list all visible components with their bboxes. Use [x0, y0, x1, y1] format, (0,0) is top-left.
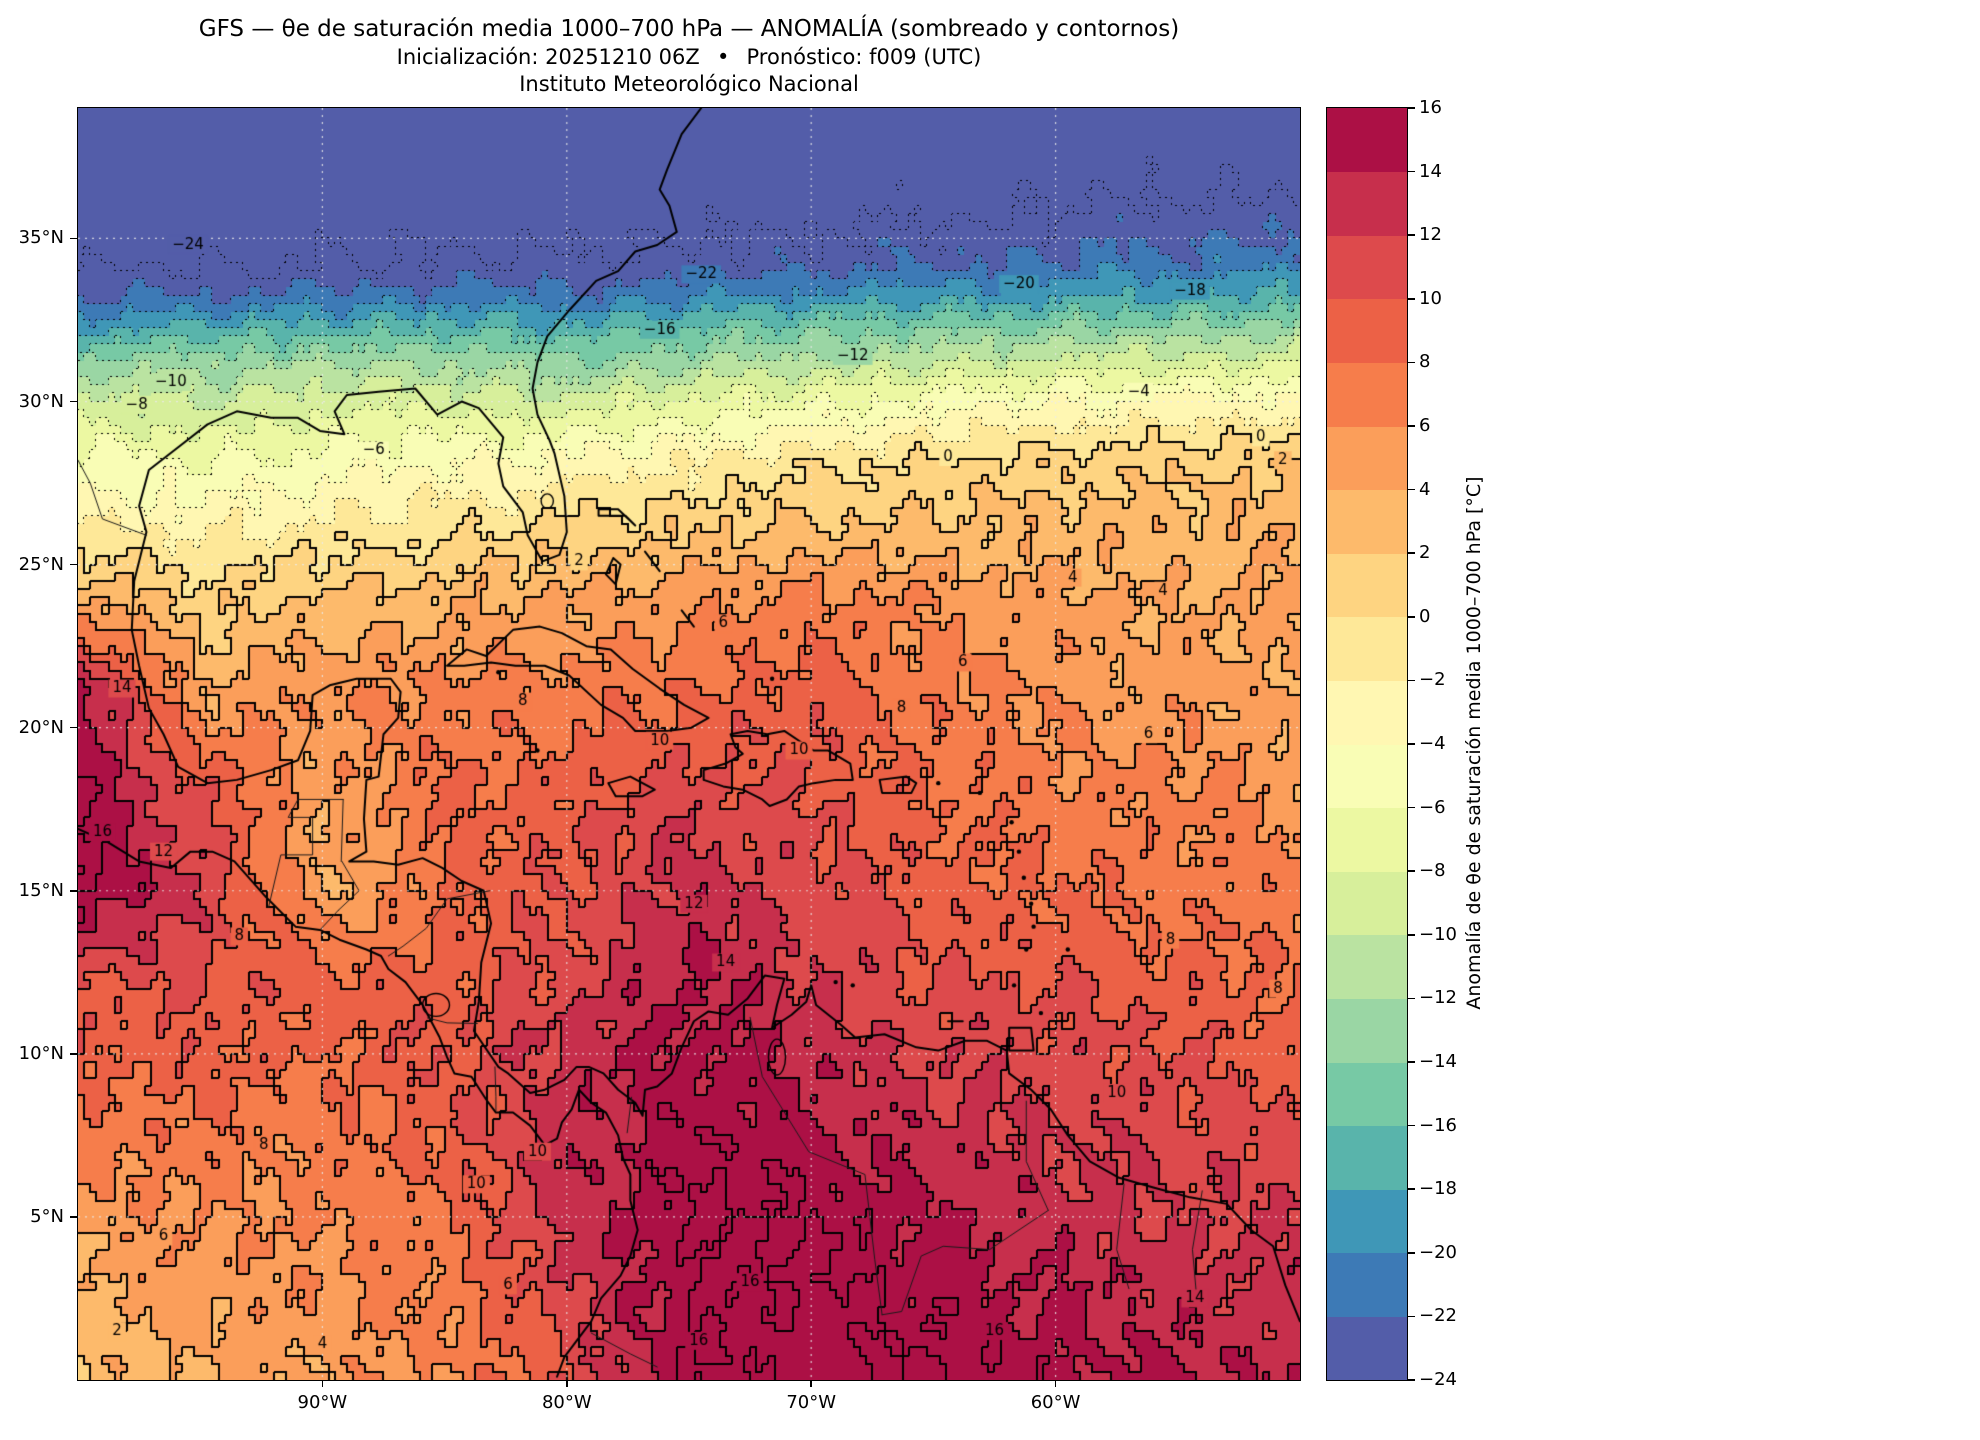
colorbar: [1326, 107, 1408, 1381]
x-tick-mark: [1054, 1380, 1057, 1387]
colorbar-band: [1327, 1125, 1407, 1190]
chart-title: GFS — θe de saturación media 1000–700 hP…: [198, 16, 1180, 42]
x-tick-label: 70°W: [786, 1392, 837, 1413]
y-tick-mark: [70, 563, 77, 566]
colorbar-tick-mark: [1408, 1252, 1415, 1254]
colorbar-band: [1327, 553, 1407, 618]
colorbar-band: [1327, 934, 1407, 999]
colorbar-tick-mark: [1408, 679, 1415, 682]
colorbar-tick-label: −22: [1419, 1305, 1457, 1327]
y-tick-label: 15°N: [18, 879, 64, 901]
colorbar-tick-mark: [1408, 997, 1415, 1000]
colorbar-tick-mark: [1408, 934, 1415, 936]
map-plot: [77, 107, 1301, 1381]
colorbar-tick-label: −18: [1419, 1178, 1457, 1200]
colorbar-tick-mark: [1408, 1315, 1415, 1318]
colorbar-tick-label: −6: [1419, 796, 1446, 818]
colorbar-band: [1327, 108, 1407, 173]
colorbar-tick-label: −14: [1419, 1051, 1457, 1072]
colorbar-band: [1327, 1252, 1407, 1317]
colorbar-tick-mark: [1408, 298, 1415, 300]
y-tick-mark: [70, 1216, 77, 1218]
y-tick-label: 25°N: [18, 553, 64, 575]
x-tick-label: 60°W: [1030, 1392, 1081, 1413]
colorbar-band: [1327, 807, 1407, 872]
colorbar-tick-mark: [1408, 1188, 1415, 1190]
colorbar-band: [1327, 489, 1407, 554]
y-tick-label: 20°N: [18, 716, 64, 738]
y-tick-label: 10°N: [18, 1042, 64, 1064]
colorbar-tick-mark: [1408, 1061, 1415, 1063]
x-tick-label: 80°W: [541, 1392, 592, 1413]
y-tick-label: 30°N: [18, 390, 64, 412]
colorbar-band: [1327, 426, 1407, 491]
y-tick-mark: [70, 726, 77, 729]
colorbar-tick-label: −2: [1419, 669, 1446, 691]
colorbar-tick-mark: [1408, 361, 1415, 364]
colorbar-tick-label: 6: [1419, 415, 1431, 436]
colorbar-tick-mark: [1408, 488, 1415, 491]
colorbar-tick-mark: [1408, 743, 1415, 745]
colorbar-band: [1327, 1316, 1407, 1380]
colorbar-tick-mark: [1408, 425, 1415, 427]
chart-institution: Instituto Meteorológico Nacional: [519, 72, 859, 96]
y-tick-mark: [70, 400, 77, 403]
colorbar-tick-label: 4: [1419, 478, 1431, 500]
colorbar-tick-mark: [1408, 107, 1415, 109]
colorbar-band: [1327, 171, 1407, 236]
colorbar-tick-mark: [1408, 234, 1415, 236]
colorbar-tick-label: −20: [1419, 1241, 1457, 1263]
colorbar-band: [1327, 998, 1407, 1063]
colorbar-tick-mark: [1408, 616, 1415, 618]
x-tick-label: 90°W: [297, 1392, 348, 1413]
y-tick-mark: [70, 1053, 77, 1055]
colorbar-tick-mark: [1408, 170, 1415, 173]
colorbar-tick-label: 12: [1419, 224, 1442, 246]
y-tick-mark: [70, 237, 77, 240]
colorbar-tick-label: 2: [1419, 542, 1431, 564]
colorbar-band: [1327, 235, 1407, 300]
colorbar-tick-label: −12: [1419, 987, 1457, 1009]
colorbar-band: [1327, 871, 1407, 936]
colorbar-band: [1327, 1189, 1407, 1254]
chart-subtitle: Inicialización: 20251210 06Z • Pronóstic…: [396, 45, 982, 69]
colorbar-tick-mark: [1408, 1124, 1415, 1127]
colorbar-tick-label: −24: [1419, 1369, 1457, 1390]
colorbar-tick-label: 14: [1419, 160, 1442, 182]
colorbar-tick-mark: [1408, 806, 1415, 809]
colorbar-band: [1327, 680, 1407, 745]
colorbar-band: [1327, 362, 1407, 427]
colorbar-tick-mark: [1408, 870, 1415, 872]
colorbar-tick-label: −4: [1419, 733, 1446, 754]
colorbar-tick-mark: [1408, 552, 1415, 554]
colorbar-tick-mark: [1408, 1379, 1415, 1381]
colorbar-band: [1327, 298, 1407, 363]
colorbar-tick-label: 10: [1419, 287, 1442, 309]
x-tick-mark: [566, 1380, 568, 1387]
colorbar-band: [1327, 744, 1407, 809]
x-tick-mark: [810, 1380, 812, 1387]
colorbar-tick-label: 8: [1419, 351, 1431, 373]
colorbar-tick-label: −16: [1419, 1114, 1457, 1136]
colorbar-tick-label: −8: [1419, 860, 1446, 882]
y-tick-label: 5°N: [30, 1205, 64, 1227]
colorbar-tick-label: 0: [1419, 605, 1431, 627]
colorbar-band: [1327, 616, 1407, 681]
colorbar-band: [1327, 1062, 1407, 1127]
anomaly-map-canvas: [78, 108, 1300, 1380]
title-block: GFS — θe de saturación media 1000–700 hP…: [78, 14, 1300, 98]
y-tick-label: 35°N: [18, 227, 64, 249]
x-tick-mark: [321, 1380, 324, 1387]
colorbar-tick-label: −10: [1419, 923, 1457, 945]
y-tick-mark: [70, 890, 77, 892]
colorbar-tick-label: 16: [1419, 97, 1442, 118]
